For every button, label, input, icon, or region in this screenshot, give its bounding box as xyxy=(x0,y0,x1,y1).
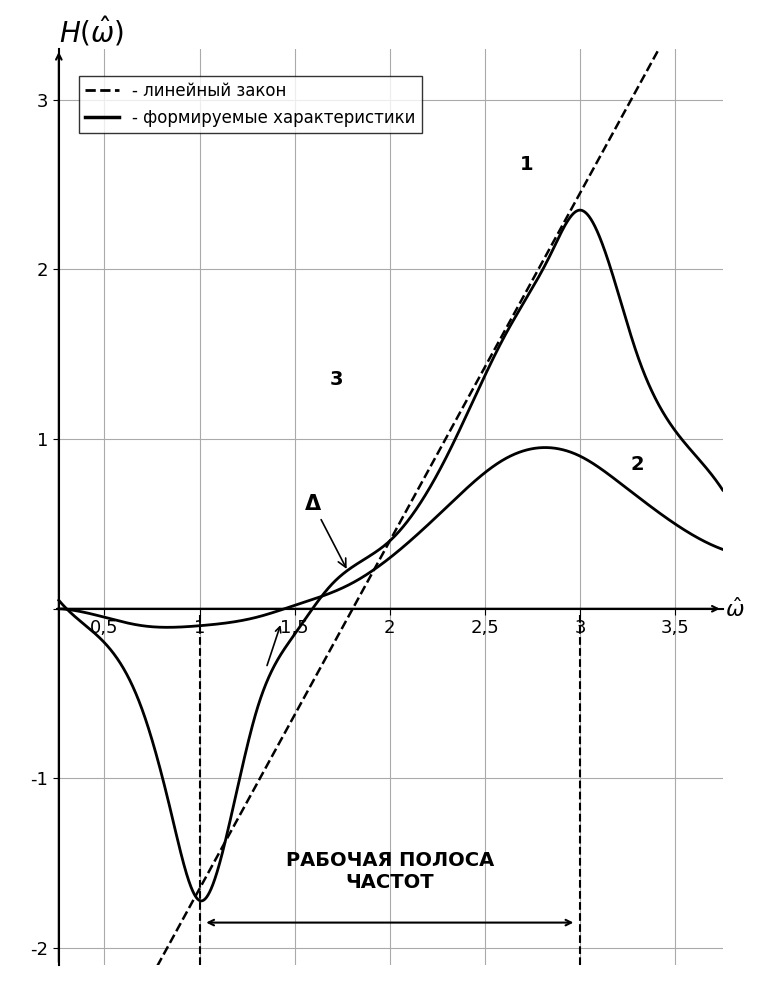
Text: $H(\hat{\omega})$: $H(\hat{\omega})$ xyxy=(58,15,124,49)
- формируемые характеристики xyxy=(309,601,318,613)
- линейный закон xyxy=(309,675,318,687)
- формируемые характеристики xyxy=(169,818,178,830)
- линейный закон xyxy=(338,622,347,634)
- формируемые характеристики xyxy=(575,204,584,216)
Text: 2: 2 xyxy=(630,455,644,474)
- формируемые характеристики xyxy=(130,684,139,696)
Line: - формируемые характеристики: - формируемые характеристики xyxy=(58,210,723,901)
Text: 3: 3 xyxy=(330,370,343,389)
- формируемые характеристики xyxy=(706,467,715,479)
- формируемые характеристики xyxy=(718,484,727,496)
Line: - линейный закон: - линейный закон xyxy=(58,0,723,1000)
- линейный закон xyxy=(634,81,643,93)
- формируемые характеристики xyxy=(338,568,347,580)
Text: $\hat{\omega}$: $\hat{\omega}$ xyxy=(725,597,745,621)
Text: $\mathbf{\Delta}$: $\mathbf{\Delta}$ xyxy=(304,494,346,567)
Legend: - линейный закон, - формируемые характеристики: - линейный закон, - формируемые характер… xyxy=(79,76,422,133)
- формируемые характеристики xyxy=(197,895,206,907)
- линейный закон xyxy=(169,930,178,942)
- формируемые характеристики xyxy=(634,353,643,365)
- формируемые характеристики xyxy=(54,594,63,606)
Text: РАБОЧАЯ ПОЛОСА
ЧАСТОТ: РАБОЧАЯ ПОЛОСА ЧАСТОТ xyxy=(285,851,494,892)
Text: 1: 1 xyxy=(520,155,534,174)
